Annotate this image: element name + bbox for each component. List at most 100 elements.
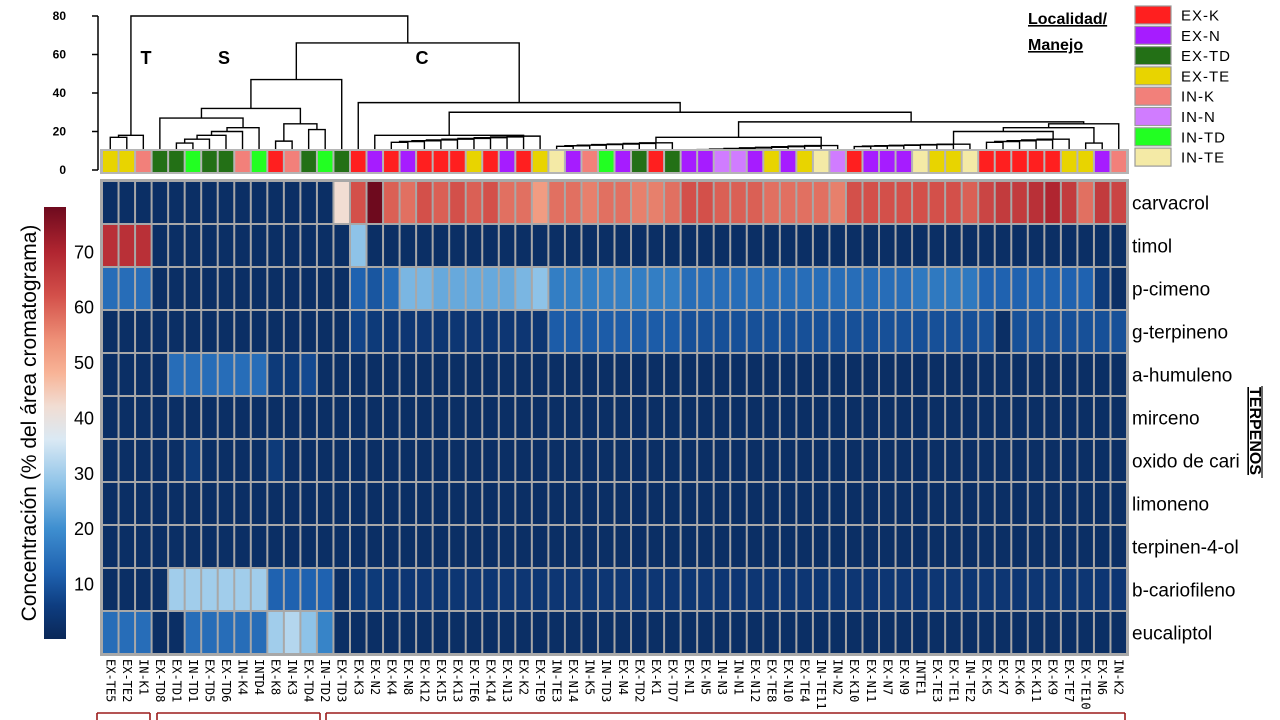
heatmap-cell — [301, 397, 316, 438]
heatmap-cell — [863, 225, 879, 266]
heatmap-cell — [565, 397, 581, 438]
colorbar-tick-label: 10 — [74, 575, 94, 595]
heatmap-cell — [1111, 311, 1126, 352]
heatmap-cell — [103, 612, 118, 653]
column-label: EX-N14 — [566, 659, 580, 702]
heatmap-cell — [450, 225, 465, 266]
heatmap-cell — [499, 483, 515, 524]
heatmap-cell — [698, 225, 713, 266]
heatmap-cell — [880, 268, 895, 309]
heatmap-cell — [830, 483, 845, 524]
heatmap-cell — [747, 440, 763, 481]
heatmap-cell — [152, 612, 168, 653]
heatmap-cell — [1012, 483, 1027, 524]
column-label: EX-N12 — [748, 659, 762, 702]
column-label: EX-TE10 — [1079, 659, 1093, 710]
heatmap-cell — [334, 569, 349, 610]
cluster-label: S — [218, 48, 230, 68]
column-label: EX-K4 — [384, 659, 398, 695]
heatmap-cell — [499, 182, 515, 223]
heatmap-cell — [962, 397, 978, 438]
heatmap-cell — [532, 182, 548, 223]
column-label: EX-TE3 — [930, 659, 944, 702]
heatmap-cell — [218, 354, 234, 395]
heatmap-cell — [169, 182, 184, 223]
heatmap-cell — [450, 311, 465, 352]
heatmap-cell — [185, 311, 201, 352]
heatmap-cell — [367, 569, 383, 610]
heatmap-cell — [466, 354, 482, 395]
heatmap-cell — [747, 225, 763, 266]
heatmap-cell — [913, 612, 928, 653]
column-label: EX-N10 — [781, 659, 795, 702]
column-label: EX-TE8 — [765, 659, 779, 702]
heatmap-cell — [450, 268, 465, 309]
heatmap-cell — [301, 526, 316, 567]
colorbar-title: Concentración (% del área cromatograma) — [18, 225, 41, 622]
heatmap-cell — [516, 182, 531, 223]
column-label: EX-TD6 — [219, 659, 233, 702]
heatmap-cell — [268, 612, 283, 653]
group-cell — [1028, 151, 1044, 172]
heatmap-cell — [764, 225, 779, 266]
heatmap-cell — [1094, 182, 1110, 223]
heatmap-cell — [317, 397, 333, 438]
group-cell — [830, 151, 845, 172]
heatmap-cell — [764, 569, 779, 610]
heatmap-cell — [334, 225, 349, 266]
heatmap-cell — [962, 182, 978, 223]
heatmap-cell — [962, 440, 978, 481]
heatmap-cell — [1078, 311, 1093, 352]
heatmap-cell — [632, 569, 647, 610]
column-label: EX-K5 — [979, 659, 993, 695]
heatmap-cell — [598, 526, 614, 567]
heatmap-cell — [813, 354, 829, 395]
heatmap-cell — [218, 440, 234, 481]
heatmap-cell — [764, 311, 779, 352]
heatmap-cell — [896, 311, 912, 352]
group-cell — [764, 151, 779, 172]
column-label: EX-K13 — [450, 659, 464, 702]
heatmap-cell — [1111, 483, 1126, 524]
heatmap-cell — [466, 311, 482, 352]
heatmap-cell — [846, 311, 862, 352]
group-cell — [797, 151, 812, 172]
heatmap-cell — [384, 354, 399, 395]
heatmap-cell — [565, 612, 581, 653]
heatmap-cell — [103, 354, 118, 395]
heatmap-cell — [400, 354, 416, 395]
heatmap-cell — [896, 397, 912, 438]
heatmap-cell — [532, 440, 548, 481]
heatmap-cell — [235, 182, 250, 223]
heatmap-cell — [913, 354, 928, 395]
heatmap-cell — [466, 397, 482, 438]
dendro-branch — [283, 123, 318, 142]
heatmap-cell — [549, 354, 564, 395]
heatmap-cell — [1061, 612, 1077, 653]
heatmap-cell — [1078, 526, 1093, 567]
heatmap-cell — [483, 440, 498, 481]
heatmap-cell — [483, 526, 498, 567]
dendro-branch — [130, 15, 409, 136]
heatmap-cell — [1045, 225, 1060, 266]
heatmap-cell — [1012, 268, 1027, 309]
dendro-branch — [448, 111, 912, 136]
heatmap-cell — [103, 268, 118, 309]
heatmap-cell — [152, 569, 168, 610]
legend-label: IN-K — [1181, 89, 1215, 106]
heatmap-cell — [1078, 225, 1093, 266]
colorbar-tick-label: 60 — [74, 298, 94, 318]
row-label: a-humuleno — [1132, 366, 1232, 387]
heatmap-cell — [499, 612, 515, 653]
heatmap-cell — [913, 569, 928, 610]
heatmap-cell — [1094, 225, 1110, 266]
heatmap-cell — [367, 182, 383, 223]
heatmap-cell — [549, 182, 564, 223]
heatmap-cell — [995, 440, 1011, 481]
colorbar: 10 20 30 40 50 60 70 Concentración (% del área … — [18, 207, 94, 639]
heatmap-cell — [185, 483, 201, 524]
heatmap-cell — [880, 483, 895, 524]
heatmap-cell — [929, 268, 945, 309]
heatmap-cell — [880, 526, 895, 567]
heatmap-cell — [797, 569, 812, 610]
